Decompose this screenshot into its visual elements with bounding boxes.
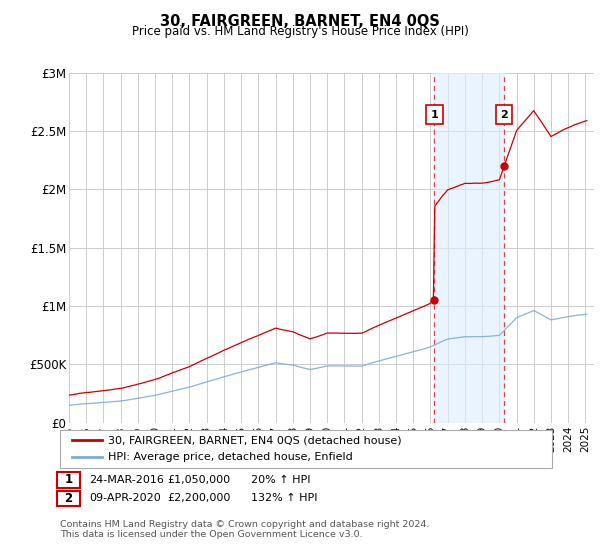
Text: 2: 2 — [500, 110, 508, 120]
Text: £2,200,000: £2,200,000 — [167, 493, 230, 503]
Text: Price paid vs. HM Land Registry's House Price Index (HPI): Price paid vs. HM Land Registry's House … — [131, 25, 469, 38]
Bar — [434, 73, 504, 423]
Text: 24-MAR-2016: 24-MAR-2016 — [89, 475, 164, 485]
Text: 30, FAIRGREEN, BARNET, EN4 0QS: 30, FAIRGREEN, BARNET, EN4 0QS — [160, 14, 440, 29]
Text: 20% ↑ HPI: 20% ↑ HPI — [251, 475, 310, 485]
Text: 132% ↑ HPI: 132% ↑ HPI — [251, 493, 317, 503]
Text: 09-APR-2020: 09-APR-2020 — [89, 493, 161, 503]
Text: 1: 1 — [431, 110, 439, 120]
Text: 1: 1 — [64, 473, 73, 487]
Text: 30, FAIRGREEN, BARNET, EN4 0QS (detached house): 30, FAIRGREEN, BARNET, EN4 0QS (detached… — [108, 435, 401, 445]
Text: Contains HM Land Registry data © Crown copyright and database right 2024.
This d: Contains HM Land Registry data © Crown c… — [60, 520, 430, 539]
Text: £1,050,000: £1,050,000 — [167, 475, 230, 485]
Text: HPI: Average price, detached house, Enfield: HPI: Average price, detached house, Enfi… — [108, 452, 353, 462]
Text: 2: 2 — [64, 492, 73, 505]
